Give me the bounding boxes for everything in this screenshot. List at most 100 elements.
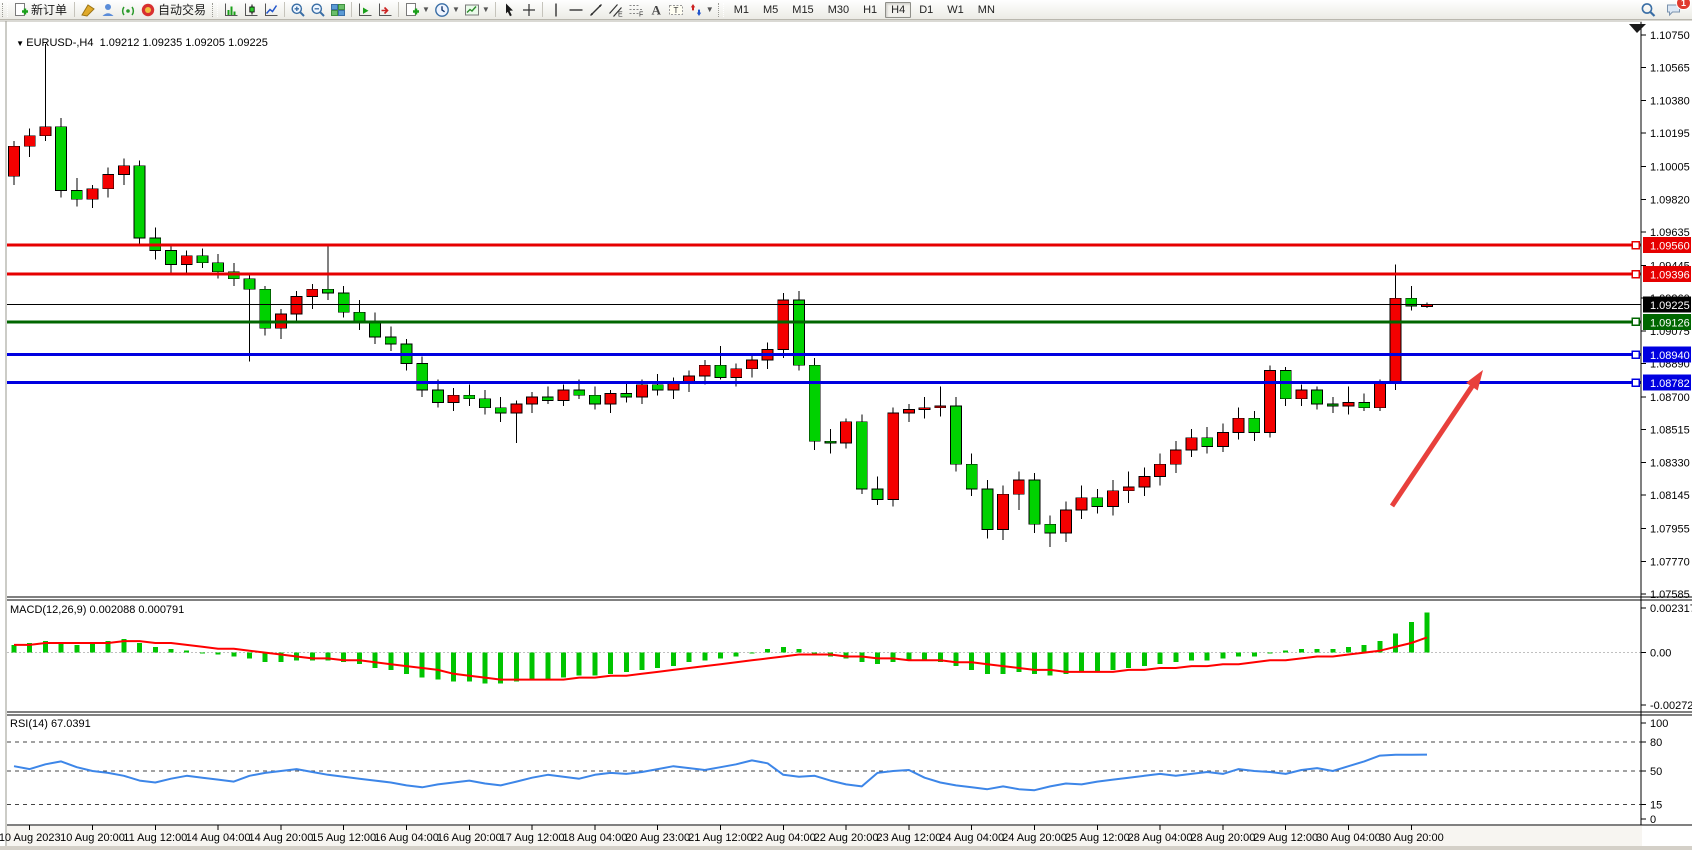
macd-histogram-bar: [1220, 652, 1226, 659]
candle-body: [8, 145, 20, 177]
bar-chart-button[interactable]: [221, 1, 241, 18]
periods-icon: [435, 2, 449, 17]
chart-menu-arrow[interactable]: ▼: [16, 39, 27, 48]
candle-body: [180, 255, 193, 266]
trendline-button[interactable]: [586, 1, 606, 18]
macd-histogram-bar: [419, 652, 425, 678]
tab-timeframe-d1[interactable]: D1: [919, 3, 934, 16]
notifications-button[interactable]: 1: [1664, 0, 1691, 18]
indicators-button[interactable]: ▼: [402, 1, 432, 18]
macd-histogram-bar: [262, 652, 268, 663]
candlestick-chart-button[interactable]: [241, 1, 261, 18]
new-order-button[interactable]: 新订单: [11, 1, 71, 18]
macd-histogram-bar: [152, 646, 158, 653]
hline-handle[interactable]: [1631, 240, 1640, 250]
date-axis-label: 22 Aug 20:00: [814, 832, 879, 844]
svg-text:E: E: [618, 11, 623, 18]
macd-histogram-bar: [906, 652, 912, 661]
zoom-in-button[interactable]: [288, 1, 308, 18]
toolbar-separator: [398, 2, 400, 17]
tab-timeframe-h4[interactable]: H4: [885, 1, 912, 18]
price-axis-background: [1642, 21, 1692, 846]
auto-scroll-button[interactable]: [355, 1, 375, 18]
macd-axis-label: 0.002317: [1650, 603, 1692, 615]
svg-text:T: T: [673, 5, 678, 14]
fibonacci-button[interactable]: F: [626, 1, 646, 18]
horizontal-line-button[interactable]: [566, 1, 586, 18]
arrows-button[interactable]: ▼: [686, 1, 716, 18]
candle-body: [1326, 403, 1339, 407]
toolbar-grip[interactable]: [717, 2, 724, 17]
tab-timeframe-m5[interactable]: M5: [763, 3, 779, 16]
search-button[interactable]: [1638, 1, 1658, 18]
svg-text:F: F: [639, 11, 643, 18]
toolbar-grip[interactable]: [212, 2, 219, 17]
tab-timeframe-w1[interactable]: W1: [947, 3, 964, 16]
metaeditor-icon: [81, 3, 95, 17]
vertical-line-button[interactable]: [546, 1, 566, 18]
macd-histogram-bar: [1157, 652, 1163, 665]
macd-histogram-bar: [404, 652, 409, 674]
macd-histogram-bar: [58, 642, 64, 653]
hline-handle[interactable]: [1631, 378, 1640, 387]
toolbar-grip[interactable]: [2, 2, 8, 17]
macd-histogram-bar: [1094, 652, 1100, 672]
price-axis-label: 1.10195: [1650, 128, 1690, 140]
tab-timeframe-mn[interactable]: MN: [977, 3, 995, 16]
candle-body: [808, 364, 821, 442]
text-label-button[interactable]: T: [666, 1, 686, 18]
price-axis-label: 1.08515: [1650, 425, 1690, 437]
macd-histogram-bar: [639, 652, 645, 670]
hline-handle[interactable]: [1631, 269, 1640, 279]
zoom-out-button[interactable]: [308, 1, 328, 18]
cursor-button[interactable]: [499, 1, 519, 18]
chart-shift-marker[interactable]: [1629, 24, 1646, 33]
tab-timeframe-m1[interactable]: M1: [733, 3, 749, 16]
macd-histogram-bar: [670, 652, 676, 667]
macd-histogram-bar: [466, 652, 472, 682]
candle-body: [86, 188, 99, 200]
candle-body: [1044, 523, 1057, 534]
svg-text:A: A: [651, 2, 661, 17]
periods-button[interactable]: ▼: [432, 1, 462, 18]
equidistant-channel-button[interactable]: E: [606, 1, 626, 18]
hline-handle[interactable]: [1631, 317, 1640, 327]
candle-body: [730, 368, 743, 379]
date-axis-label: 16 Aug 04:00: [374, 832, 439, 844]
price-axis-label: 1.10750: [1650, 30, 1690, 42]
rsi-line: [13, 753, 1428, 792]
trend-arrow[interactable]: [1389, 381, 1477, 508]
candle-body: [1075, 497, 1088, 511]
candle-body: [840, 421, 852, 444]
publish-button[interactable]: [98, 1, 118, 18]
macd-histogram-bar: [529, 652, 535, 680]
tile-windows-button[interactable]: [328, 1, 348, 18]
macd-histogram-bar: [435, 652, 441, 680]
tab-timeframe-m30[interactable]: M30: [827, 3, 850, 16]
date-axis-label: 30 Aug 20:00: [1379, 832, 1444, 844]
metaeditor-button[interactable]: [78, 1, 98, 18]
candle-body: [824, 440, 837, 444]
macd-histogram-bar: [1408, 621, 1414, 653]
crosshair-icon: [522, 3, 535, 16]
candle-body: [1389, 297, 1402, 384]
autotrading-button[interactable]: 自动交易: [138, 1, 210, 18]
templates-button[interactable]: ▼: [462, 1, 492, 18]
candle-body: [887, 412, 900, 500]
signals-button[interactable]: [118, 1, 138, 18]
crosshair-button[interactable]: [519, 1, 539, 18]
signals-icon: [121, 6, 135, 15]
tab-timeframe-h1[interactable]: H1: [863, 3, 878, 16]
text-button[interactable]: A: [646, 1, 666, 18]
tab-timeframe-m15[interactable]: M15: [792, 3, 814, 16]
trend-arrow-head[interactable]: [1466, 370, 1483, 391]
date-axis-label: 28 Aug 20:00: [1190, 832, 1255, 844]
candle-body: [541, 396, 554, 402]
line-chart-button[interactable]: [261, 1, 281, 18]
candle-body: [1358, 401, 1371, 409]
chart-shift-button[interactable]: [375, 1, 395, 18]
hline-handle[interactable]: [1631, 350, 1640, 359]
current-price-tag: [1643, 296, 1691, 313]
macd-histogram-bar: [953, 652, 959, 667]
